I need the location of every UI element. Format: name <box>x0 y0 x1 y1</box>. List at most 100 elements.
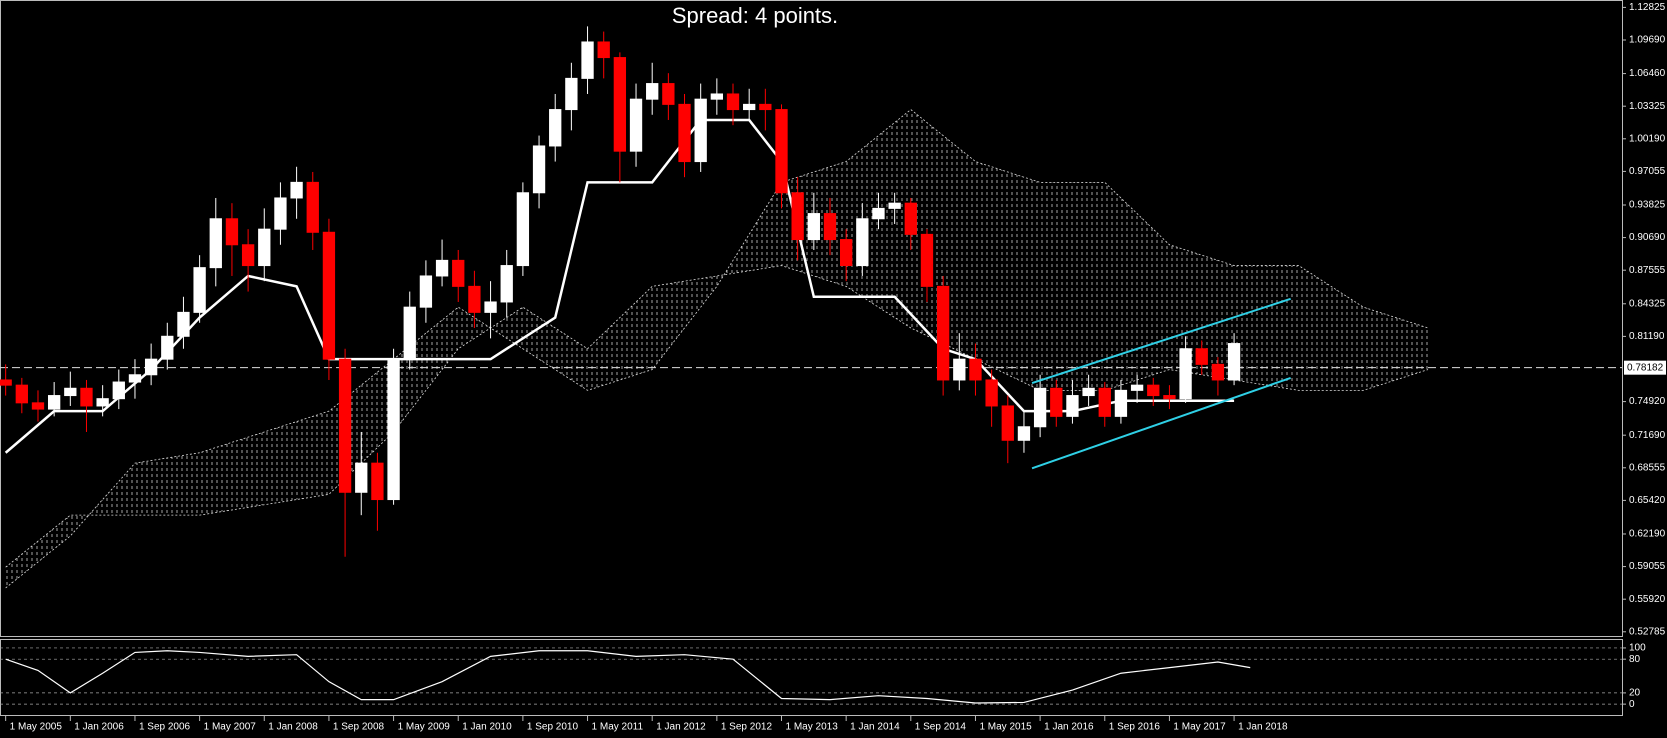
y-tick-label: 20 <box>1629 688 1641 699</box>
x-tick-label: 1 May 2009 <box>398 722 451 733</box>
cloud-fill <box>5 109 1429 588</box>
last-price-box <box>1624 360 1666 375</box>
candle-body <box>1179 348 1192 400</box>
candle-body <box>953 358 966 381</box>
candle-body <box>936 285 950 381</box>
candle-body <box>241 244 255 267</box>
candle-body <box>710 93 724 100</box>
x-tick-label: 1 Sep 2012 <box>721 722 773 733</box>
candle-body <box>1066 395 1079 417</box>
candle-body <box>258 228 271 267</box>
candle-body <box>791 192 804 241</box>
candle-body <box>419 275 433 308</box>
candle-body <box>15 384 28 404</box>
y-tick-label: 0.62190 <box>1629 529 1666 540</box>
candle-body <box>597 41 610 59</box>
candle-body <box>807 213 820 241</box>
candle-body <box>1082 387 1095 397</box>
x-tick-label: 1 May 2007 <box>204 722 257 733</box>
candle-body <box>274 197 287 230</box>
candle-body <box>1050 387 1063 417</box>
candle-body <box>144 358 158 376</box>
x-tick-label: 1 Sep 2016 <box>1109 722 1161 733</box>
candle-body <box>743 103 756 111</box>
y-tick-label: 0.93825 <box>1629 200 1666 211</box>
candle-body <box>759 103 772 111</box>
candle-body <box>64 387 77 397</box>
candle-body <box>371 462 384 501</box>
candle-body <box>1163 395 1176 400</box>
candle-body <box>128 374 142 383</box>
candle-body <box>920 233 934 287</box>
candle-body <box>1147 384 1160 397</box>
x-tick-label: 1 Jan 2016 <box>1044 722 1094 733</box>
y-tick-label: 0.68555 <box>1629 462 1666 473</box>
candle-body <box>726 93 740 111</box>
x-tick-label: 1 Jan 2018 <box>1238 722 1288 733</box>
candle-body <box>0 379 12 386</box>
y-tick-label: 0.52785 <box>1629 626 1666 637</box>
candle-body <box>775 109 788 194</box>
y-tick-label: 0.65420 <box>1629 495 1666 506</box>
last-price-label: 0.78182 <box>1627 362 1664 373</box>
chart-title: Spread: 4 points. <box>672 3 838 28</box>
y-tick-label: 0 <box>1629 699 1635 710</box>
x-tick-label: 1 Jan 2010 <box>462 722 512 733</box>
y-tick-label: 0.59055 <box>1629 561 1666 572</box>
candle-body <box>435 259 449 277</box>
candle-body <box>888 202 901 209</box>
y-tick-label: 0.55920 <box>1629 594 1666 605</box>
candle-body <box>161 335 174 360</box>
candle-body <box>1114 389 1128 417</box>
x-tick-label: 1 Jan 2006 <box>74 722 124 733</box>
candle-body <box>96 398 109 407</box>
candle-body <box>856 218 869 267</box>
candle-body <box>678 103 691 163</box>
candle-body <box>31 402 45 410</box>
candle-body <box>80 387 93 407</box>
candle-body <box>500 265 513 303</box>
y-tick-label: 1.09690 <box>1629 35 1666 46</box>
x-tick-label: 1 May 2011 <box>592 722 644 733</box>
x-tick-label: 1 Sep 2010 <box>527 722 579 733</box>
candle-body <box>403 306 416 360</box>
candle-body <box>872 207 885 220</box>
candle-body <box>338 358 352 493</box>
channel-line <box>1031 376 1291 470</box>
x-tick-label: 1 May 2013 <box>786 722 839 733</box>
candle-body <box>1195 348 1208 365</box>
candle-body <box>1130 384 1144 391</box>
candle-body <box>516 192 530 267</box>
x-tick-label: 1 Sep 2006 <box>139 722 191 733</box>
candle-body <box>468 285 481 313</box>
candle-body <box>694 98 707 163</box>
candle-body <box>823 213 837 241</box>
y-tick-label: 0.84325 <box>1629 298 1666 309</box>
candle-body <box>355 462 368 493</box>
candle-body <box>112 381 125 400</box>
cloud-span-a <box>5 109 1429 589</box>
y-tick-label: 0.90690 <box>1629 232 1666 243</box>
x-tick-label: 1 May 2015 <box>979 722 1032 733</box>
candle-body <box>1098 387 1111 417</box>
candle-body <box>1227 343 1241 381</box>
candle-body <box>532 145 546 194</box>
candle-body <box>1001 405 1014 441</box>
x-tick-label: 1 Sep 2008 <box>333 722 385 733</box>
candle-body <box>225 218 239 246</box>
y-tick-label: 80 <box>1629 654 1641 665</box>
y-tick-label: 0.81190 <box>1629 331 1665 342</box>
lower-panel-frame <box>0 639 1623 716</box>
candle-body <box>484 301 497 313</box>
candle-body <box>581 41 594 79</box>
candle-body <box>290 181 303 199</box>
candle-body <box>662 83 675 105</box>
candle-body <box>193 267 206 313</box>
candle-body <box>209 218 222 269</box>
y-tick-label: 1.00190 <box>1629 133 1666 144</box>
x-tick-label: 1 Jan 2014 <box>850 722 900 733</box>
y-tick-label: 1.03325 <box>1629 101 1666 112</box>
candle-body <box>387 358 400 501</box>
